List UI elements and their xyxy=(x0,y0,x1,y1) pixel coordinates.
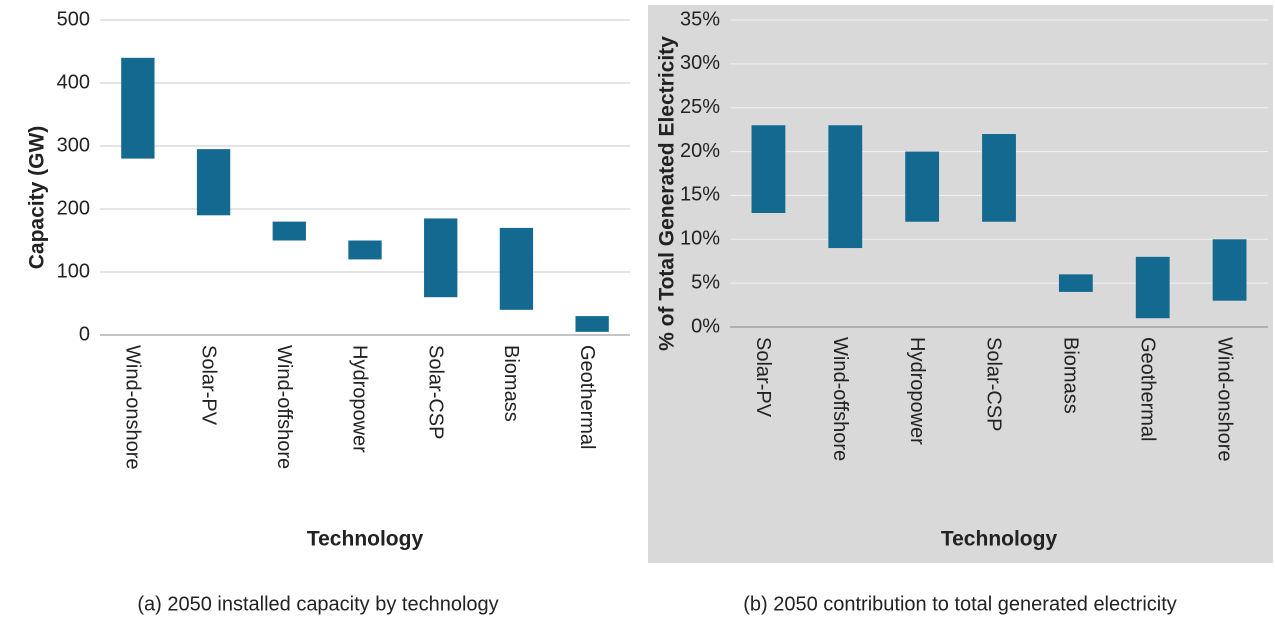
range-bar xyxy=(751,125,786,213)
y-tick-label: 0 xyxy=(79,323,90,345)
range-bar xyxy=(905,151,940,222)
x-axis-title: Technology xyxy=(941,528,1058,551)
y-tick-label: 100 xyxy=(57,260,90,282)
y-tick-label: 500 xyxy=(57,8,90,30)
y-tick-label: 35% xyxy=(680,8,720,30)
x-tick-label: Wind-offshore xyxy=(273,345,295,469)
y-tick-label: 400 xyxy=(57,71,90,93)
x-tick-label: Hydropower xyxy=(349,345,371,453)
range-bar xyxy=(1135,256,1170,319)
y-tick-label: 200 xyxy=(57,197,90,219)
range-bar xyxy=(424,218,458,298)
caption: (a) 2050 installed capacity by technolog… xyxy=(137,593,498,615)
range-bar xyxy=(121,57,155,159)
y-tick-label: 5% xyxy=(691,271,720,293)
y-axis-title: Capacity (GW) xyxy=(26,126,49,270)
x-tick-label: Solar-PV xyxy=(197,345,219,426)
y-tick-label: 300 xyxy=(57,134,90,156)
x-tick-label: Hydropower xyxy=(906,337,928,445)
x-tick-label: Biomass xyxy=(1060,337,1082,414)
x-tick-label: Geothermal xyxy=(576,345,598,450)
range-bar xyxy=(348,240,382,260)
y-axis-title: % of Total Generated Electricity xyxy=(656,36,679,351)
x-tick-label: Biomass xyxy=(500,345,522,422)
y-tick-label: 25% xyxy=(680,96,720,118)
range-bar xyxy=(1212,239,1247,301)
x-axis-title: Technology xyxy=(307,528,424,551)
range-bar xyxy=(499,227,534,310)
panel-background xyxy=(648,5,1273,563)
x-tick-label: Solar-CSP xyxy=(983,337,1005,431)
y-tick-label: 20% xyxy=(680,140,720,162)
y-tick-label: 10% xyxy=(680,228,720,250)
y-tick-label: 0% xyxy=(691,315,720,337)
range-bar xyxy=(575,316,609,332)
x-tick-label: Solar-PV xyxy=(752,337,774,418)
x-tick-label: Wind-offshore xyxy=(829,337,851,461)
y-tick-label: 15% xyxy=(680,184,720,206)
range-bar xyxy=(828,125,863,249)
x-tick-label: Wind-onshore xyxy=(122,345,144,470)
range-bar xyxy=(1058,274,1093,292)
x-tick-label: Wind-onshore xyxy=(1213,337,1235,462)
x-tick-label: Geothermal xyxy=(1136,337,1158,442)
x-tick-label: Solar-CSP xyxy=(424,345,446,439)
range-bar xyxy=(982,134,1016,222)
range-bar xyxy=(196,149,231,216)
range-bar xyxy=(272,221,306,241)
caption: (b) 2050 contribution to total generated… xyxy=(743,593,1177,615)
y-tick-label: 30% xyxy=(680,52,720,74)
